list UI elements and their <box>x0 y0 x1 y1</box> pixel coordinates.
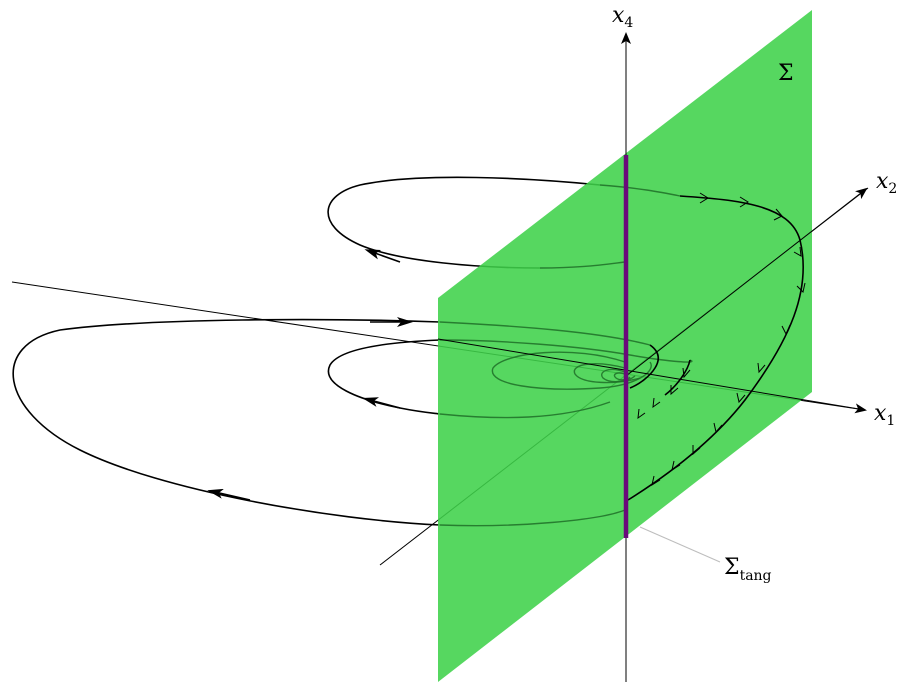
flow-arrow-upper <box>364 249 401 263</box>
trajectory-front-right <box>627 195 804 501</box>
x2-label: x2 <box>876 169 897 197</box>
trajectories-on-plane <box>439 184 693 527</box>
x1-label: x1 <box>874 401 895 429</box>
sigma-tang-label: Σtang <box>724 555 772 584</box>
flow-arrow-middle <box>362 397 401 409</box>
trajectory-outer-back <box>12 318 441 526</box>
flow-arrow-outer-bottom <box>207 488 251 501</box>
sigma-tang-leader <box>639 526 721 563</box>
x1-axis-front <box>437 338 867 414</box>
trajectory-upper-back <box>327 176 601 269</box>
x4-label: x4 <box>612 3 633 31</box>
sigma-label: Σ <box>778 61 794 86</box>
x2-axis-front <box>625 187 868 377</box>
flow-chevrons <box>637 192 806 487</box>
trajectory-middle-back <box>327 339 441 415</box>
